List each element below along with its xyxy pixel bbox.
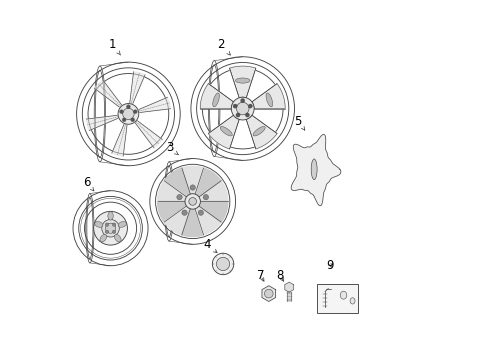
Circle shape — [236, 113, 240, 117]
Circle shape — [182, 210, 187, 215]
Ellipse shape — [310, 159, 316, 180]
Circle shape — [198, 210, 203, 215]
Text: 1: 1 — [108, 38, 120, 55]
Circle shape — [105, 230, 108, 234]
Polygon shape — [157, 181, 186, 202]
Text: 4: 4 — [203, 238, 217, 253]
Polygon shape — [195, 168, 221, 197]
Ellipse shape — [100, 234, 106, 242]
Text: 7: 7 — [256, 269, 264, 282]
Circle shape — [264, 289, 273, 298]
Circle shape — [105, 223, 108, 226]
Polygon shape — [129, 72, 145, 103]
Circle shape — [177, 194, 182, 200]
Circle shape — [216, 257, 229, 271]
Ellipse shape — [235, 78, 249, 83]
Circle shape — [133, 110, 137, 113]
Circle shape — [236, 102, 248, 115]
Circle shape — [126, 105, 130, 108]
Circle shape — [118, 104, 139, 124]
Circle shape — [245, 113, 249, 117]
Circle shape — [112, 223, 116, 226]
Text: 9: 9 — [326, 258, 333, 271]
Text: 3: 3 — [165, 141, 178, 155]
Ellipse shape — [349, 298, 354, 304]
Polygon shape — [164, 168, 190, 197]
Ellipse shape — [340, 291, 346, 299]
Polygon shape — [200, 84, 233, 109]
Polygon shape — [290, 134, 340, 206]
Polygon shape — [135, 121, 162, 148]
Ellipse shape — [265, 93, 272, 107]
Ellipse shape — [118, 221, 126, 227]
Circle shape — [112, 230, 116, 234]
Ellipse shape — [95, 221, 102, 227]
Polygon shape — [182, 166, 203, 194]
Circle shape — [184, 194, 200, 209]
Polygon shape — [229, 66, 255, 98]
Ellipse shape — [114, 234, 121, 242]
Circle shape — [122, 108, 134, 120]
Circle shape — [203, 194, 208, 200]
Text: 6: 6 — [82, 176, 94, 191]
Text: 5: 5 — [294, 114, 304, 130]
Polygon shape — [284, 282, 293, 292]
Polygon shape — [195, 206, 221, 235]
Polygon shape — [246, 115, 277, 149]
Polygon shape — [199, 202, 227, 222]
Ellipse shape — [108, 212, 113, 220]
Circle shape — [188, 198, 196, 205]
Polygon shape — [262, 286, 275, 301]
Circle shape — [105, 223, 115, 233]
Ellipse shape — [220, 126, 232, 136]
Circle shape — [94, 211, 127, 245]
Circle shape — [122, 118, 126, 122]
Circle shape — [120, 110, 123, 113]
Text: 8: 8 — [276, 269, 284, 282]
Polygon shape — [86, 115, 118, 131]
Circle shape — [231, 97, 254, 120]
Polygon shape — [182, 209, 203, 237]
Circle shape — [233, 104, 237, 108]
Circle shape — [130, 118, 134, 122]
Ellipse shape — [212, 93, 219, 107]
Polygon shape — [94, 80, 122, 107]
Polygon shape — [112, 125, 127, 156]
Text: 2: 2 — [217, 39, 230, 55]
Polygon shape — [251, 84, 285, 109]
Bar — [316, 284, 357, 313]
Circle shape — [212, 253, 233, 275]
Polygon shape — [164, 206, 190, 235]
Ellipse shape — [253, 126, 264, 136]
Circle shape — [190, 185, 195, 190]
Circle shape — [248, 104, 252, 108]
Polygon shape — [208, 115, 239, 149]
Polygon shape — [139, 97, 170, 113]
Circle shape — [102, 220, 119, 237]
Circle shape — [240, 99, 244, 103]
Polygon shape — [199, 181, 227, 202]
Polygon shape — [157, 202, 186, 222]
